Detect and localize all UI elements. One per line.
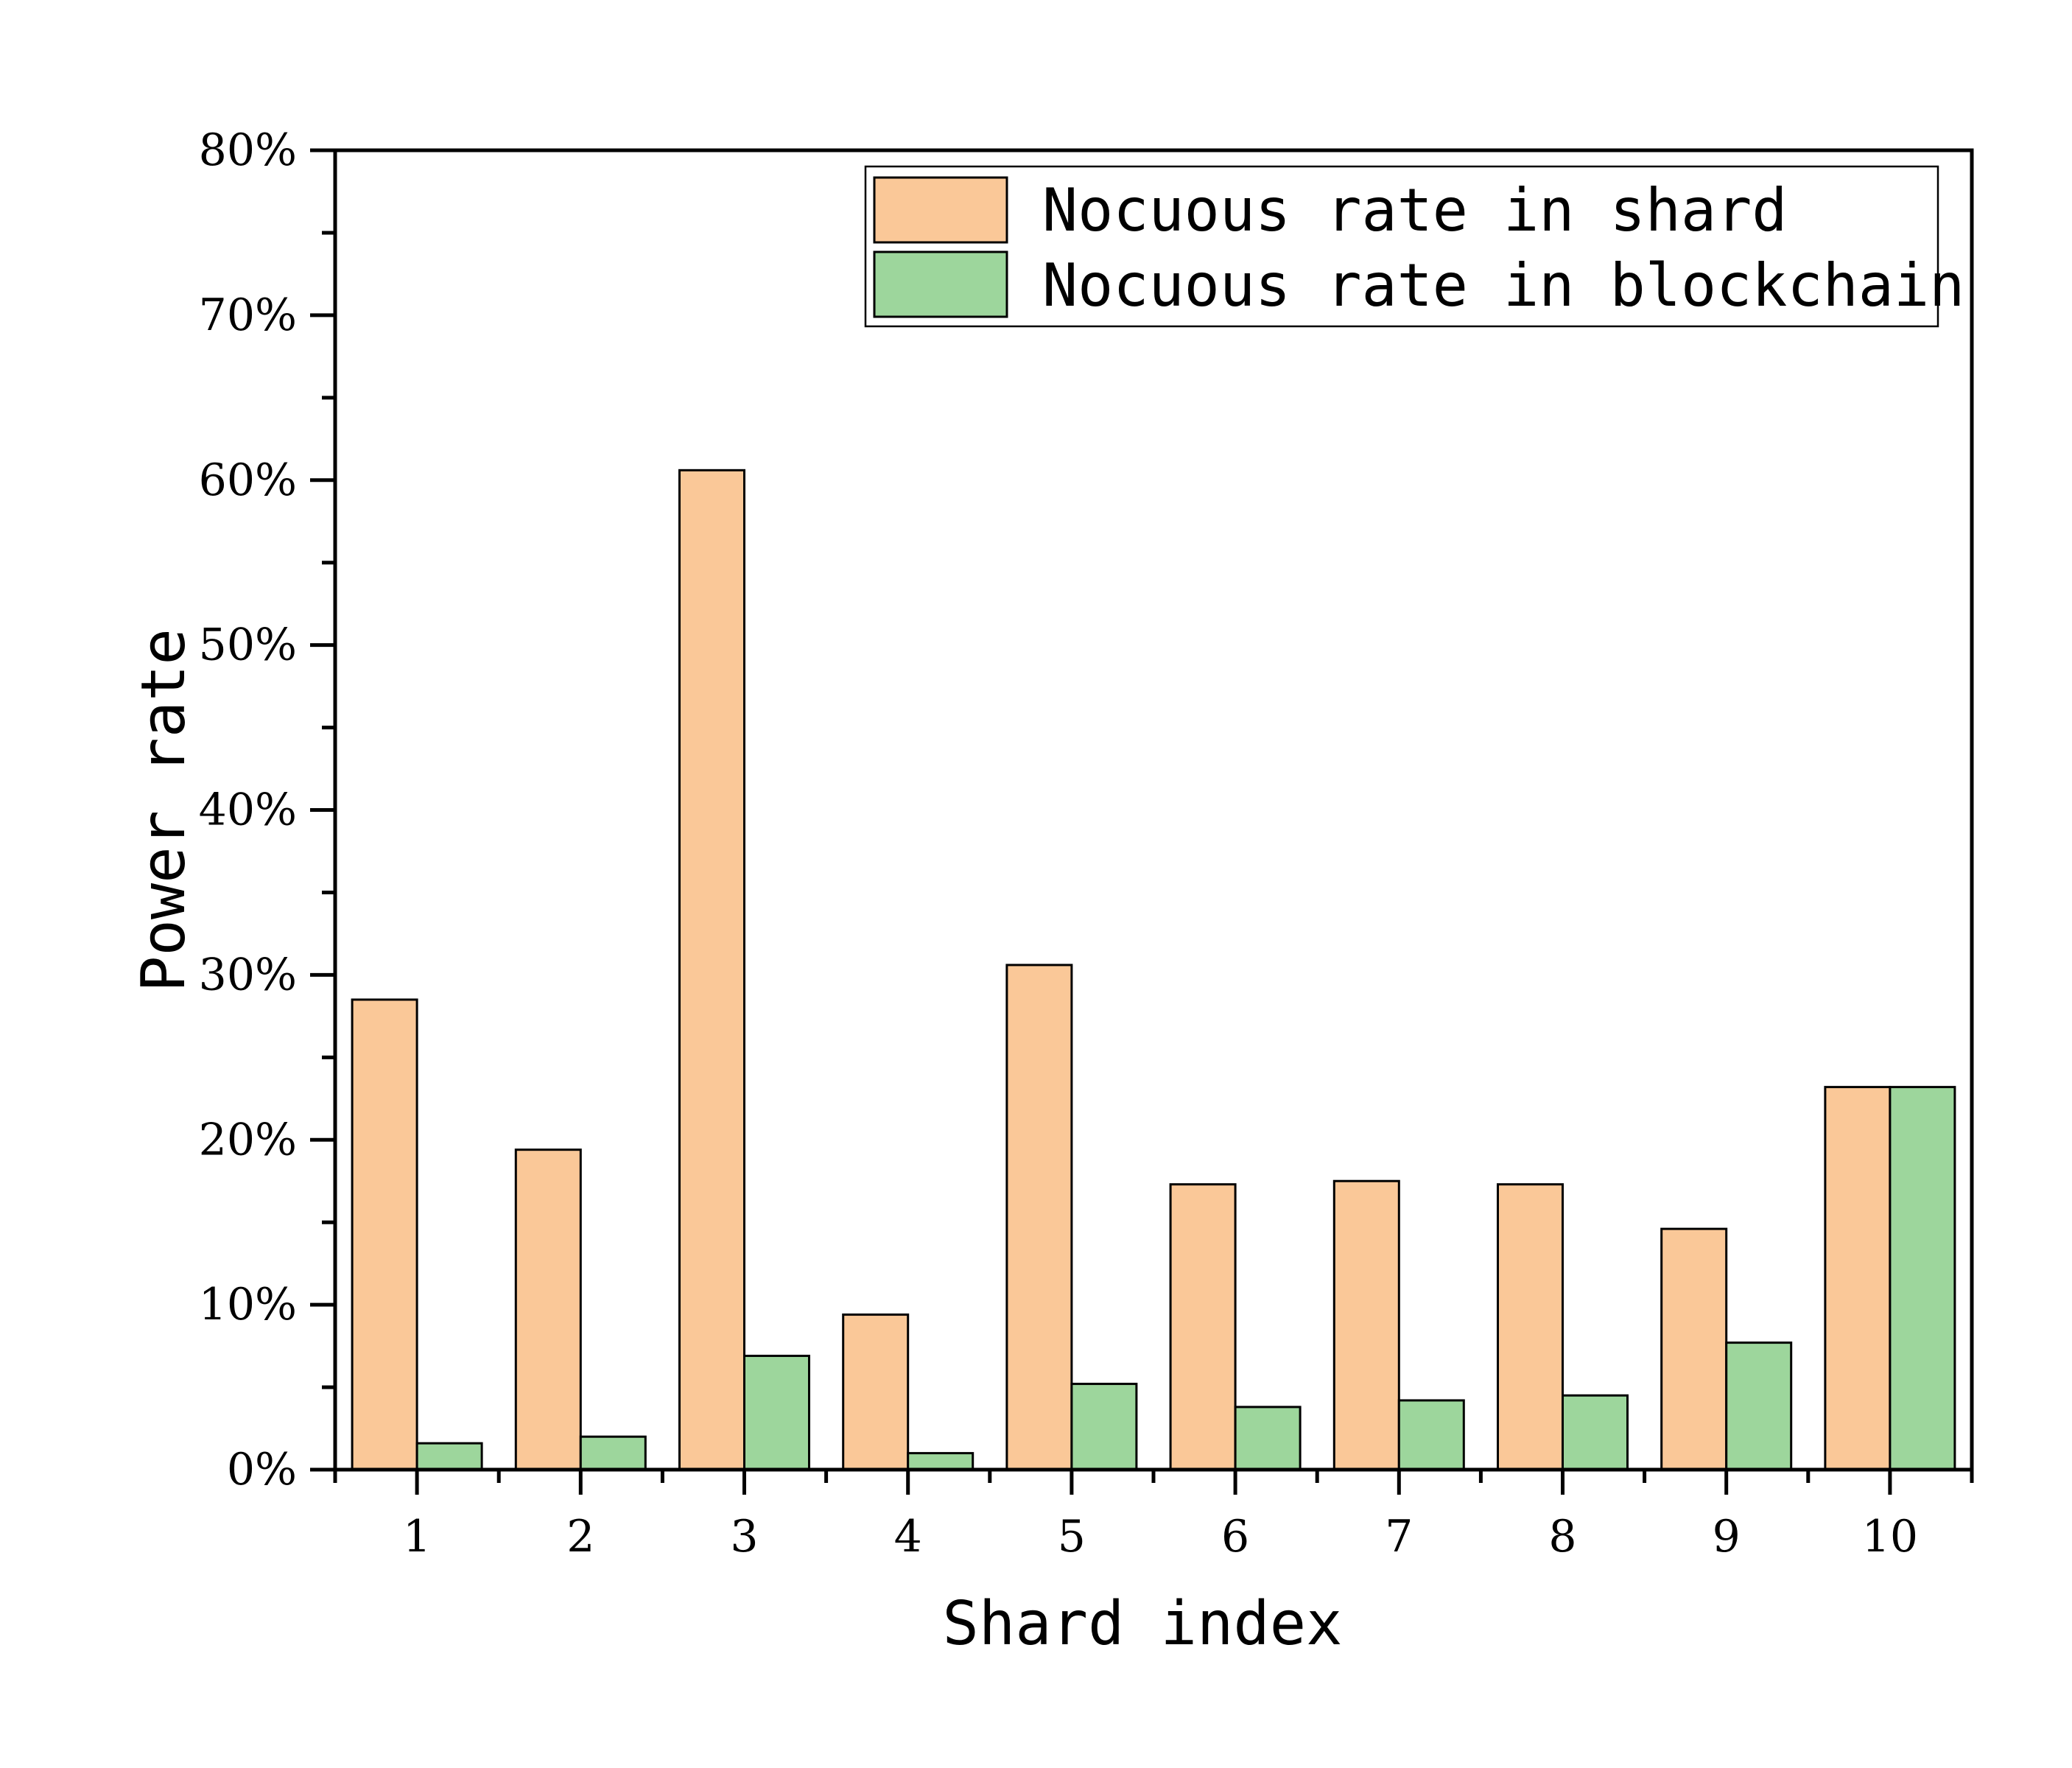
bar-shard-10 [1824, 1086, 1892, 1471]
y-tick-label: 10% [199, 1279, 297, 1330]
x-tick-label: 8 [1548, 1511, 1576, 1562]
x-tick-label: 10 [1862, 1511, 1918, 1562]
bar-blockchain-10 [1889, 1086, 1956, 1471]
y-tick-label: 70% [199, 290, 297, 341]
bar-shard-6 [1169, 1183, 1237, 1471]
legend: Nocuous rate in shard Nocuous rate in bl… [864, 165, 1964, 328]
y-tick-label: 0% [227, 1444, 297, 1495]
legend-frame [864, 165, 1939, 328]
x-tick-label: 7 [1385, 1511, 1413, 1562]
bar-blockchain-1 [415, 1442, 483, 1471]
x-tick-label: 9 [1713, 1511, 1741, 1562]
bar-blockchain-7 [1397, 1399, 1465, 1471]
bar-shard-8 [1497, 1183, 1564, 1471]
x-tick-label: 5 [1058, 1511, 1086, 1562]
bar-shard-9 [1660, 1227, 1728, 1471]
bar-shard-2 [514, 1148, 582, 1471]
bar-blockchain-4 [907, 1452, 974, 1471]
bar-shard-3 [678, 469, 745, 1471]
x-tick-label: 3 [730, 1511, 758, 1562]
bars-layer [351, 469, 1956, 1471]
y-tick-label: 20% [199, 1114, 297, 1165]
legend-swatch-shard [873, 176, 1008, 244]
bar-shard-7 [1332, 1179, 1400, 1471]
bar-shard-4 [842, 1313, 910, 1471]
y-tick-label: 30% [199, 949, 297, 1000]
bar-shard-1 [351, 998, 418, 1471]
x-axis-title: Shard index [942, 1589, 1342, 1659]
bar-blockchain-8 [1562, 1394, 1629, 1471]
bar-blockchain-3 [743, 1355, 810, 1471]
x-tick-label: 1 [403, 1511, 431, 1562]
x-tick-label: 4 [894, 1511, 922, 1562]
legend-swatch-blockchain [873, 250, 1008, 318]
legend-label-shard: Nocuous rate in shard [1042, 176, 1787, 245]
bar-blockchain-5 [1070, 1383, 1138, 1471]
x-tick-label: 2 [566, 1511, 594, 1562]
legend-label-blockchain: Nocuous rate in blockchain [1042, 251, 1964, 320]
bar-blockchain-2 [579, 1435, 647, 1471]
y-tick-label: 50% [199, 620, 297, 671]
x-tick-label: 6 [1221, 1511, 1249, 1562]
bar-blockchain-6 [1234, 1406, 1302, 1471]
y-tick-label: 80% [199, 124, 297, 176]
y-tick-label: 40% [199, 785, 297, 836]
y-tick-label: 60% [199, 455, 297, 506]
bar-blockchain-9 [1725, 1341, 1793, 1471]
bar-shard-5 [1005, 964, 1073, 1471]
y-axis-title: Power rate [129, 628, 199, 992]
axes-layer: 0% 10% 20% 30% 40% 50% 60% 70% 80% 1 2 3 4 5 6 7 8 9 10 [199, 124, 1974, 1562]
